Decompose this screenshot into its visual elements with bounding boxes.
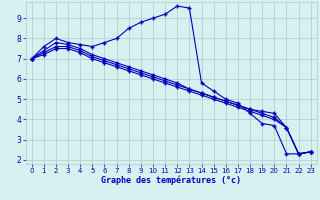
X-axis label: Graphe des températures (°c): Graphe des températures (°c) xyxy=(101,176,241,185)
